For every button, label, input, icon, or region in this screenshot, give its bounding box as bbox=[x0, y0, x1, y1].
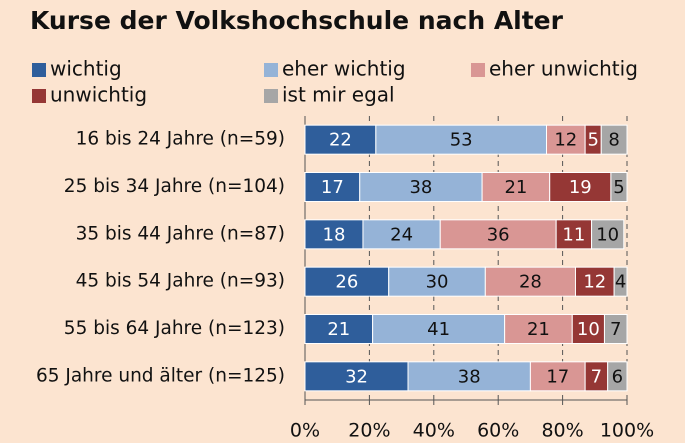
bar-segment bbox=[362, 219, 441, 250]
bar-segment bbox=[439, 219, 557, 250]
x-tick-label: 80% bbox=[541, 420, 583, 442]
data-label: 26 bbox=[335, 272, 358, 293]
data-label: 21 bbox=[327, 319, 350, 340]
x-tick-label: 100% bbox=[600, 420, 654, 442]
legend-swatch bbox=[32, 63, 46, 77]
bar-segment bbox=[304, 266, 390, 297]
legend-swatch bbox=[471, 63, 485, 77]
data-label: 41 bbox=[427, 319, 450, 340]
bar-segment bbox=[407, 361, 531, 392]
bar-segment bbox=[304, 124, 377, 155]
y-tick-label: 45 bis 54 Jahre (n=93) bbox=[76, 271, 285, 292]
bar-segment bbox=[555, 219, 593, 250]
data-label: 12 bbox=[554, 130, 577, 151]
chart-title: Kurse der Volkshochschule nach Alter bbox=[30, 6, 564, 35]
data-label: 6 bbox=[612, 366, 623, 387]
legend-swatch bbox=[264, 89, 278, 103]
legend-swatch bbox=[32, 89, 46, 103]
data-label: 7 bbox=[610, 319, 621, 340]
bar-segment bbox=[388, 266, 486, 297]
y-tick-label: 65 Jahre und älter (n=125) bbox=[36, 365, 285, 386]
data-label: 38 bbox=[458, 366, 481, 387]
data-label: 5 bbox=[613, 177, 624, 198]
bar-segment bbox=[546, 124, 586, 155]
data-label: 28 bbox=[519, 272, 542, 293]
bar-segment bbox=[574, 266, 615, 297]
legend-swatch bbox=[264, 63, 278, 77]
data-label: 12 bbox=[583, 272, 606, 293]
bar-segment bbox=[610, 172, 628, 202]
data-label: 17 bbox=[546, 366, 569, 387]
bar-segment bbox=[600, 124, 628, 155]
x-tick-label: 0% bbox=[290, 420, 320, 442]
data-label: 10 bbox=[596, 224, 619, 245]
data-label: 10 bbox=[577, 319, 600, 340]
data-label: 11 bbox=[562, 224, 585, 245]
data-label: 21 bbox=[504, 177, 527, 198]
data-label: 17 bbox=[321, 177, 344, 198]
x-tick-label: 40% bbox=[413, 420, 455, 442]
bar-segment bbox=[591, 219, 625, 250]
bar-segment bbox=[504, 314, 573, 344]
data-label: 4 bbox=[615, 272, 626, 293]
legend-label: eher unwichtig bbox=[489, 57, 638, 81]
bar-segment bbox=[372, 314, 506, 344]
data-label: 18 bbox=[323, 224, 346, 245]
x-tick-label: 60% bbox=[477, 420, 519, 442]
bar-segment bbox=[603, 314, 628, 344]
data-label: 24 bbox=[390, 224, 413, 245]
data-label: 21 bbox=[527, 319, 550, 340]
bar-segment bbox=[529, 361, 586, 392]
x-tick-label: 20% bbox=[348, 420, 390, 442]
bar-segment bbox=[375, 124, 547, 155]
data-label: 8 bbox=[608, 130, 619, 151]
y-tick-label: 35 bis 44 Jahre (n=87) bbox=[76, 223, 285, 244]
legend-label: wichtig bbox=[50, 57, 122, 81]
legend-label: eher wichtig bbox=[282, 57, 406, 81]
bar-segment bbox=[304, 172, 361, 202]
bar-segment bbox=[304, 219, 364, 250]
y-tick-label: 25 bis 34 Jahre (n=104) bbox=[64, 176, 285, 197]
legend-label: ist mir egal bbox=[282, 83, 395, 107]
data-label: 7 bbox=[591, 366, 602, 387]
data-label: 36 bbox=[487, 224, 510, 245]
data-label: 22 bbox=[329, 130, 352, 151]
data-label: 32 bbox=[345, 366, 368, 387]
data-label: 53 bbox=[450, 130, 473, 151]
legend-label: unwichtig bbox=[50, 83, 147, 107]
bar-segment bbox=[607, 361, 628, 392]
bar-segment bbox=[304, 361, 409, 392]
data-label: 38 bbox=[409, 177, 432, 198]
bar-segment bbox=[613, 266, 628, 297]
data-label: 30 bbox=[426, 272, 449, 293]
bar-segment bbox=[359, 172, 483, 202]
data-label: 19 bbox=[569, 177, 592, 198]
y-tick-label: 16 bis 24 Jahre (n=59) bbox=[76, 129, 285, 150]
data-label: 5 bbox=[587, 130, 598, 151]
y-tick-label: 55 bis 64 Jahre (n=123) bbox=[64, 318, 285, 339]
bar-segment bbox=[549, 172, 612, 202]
